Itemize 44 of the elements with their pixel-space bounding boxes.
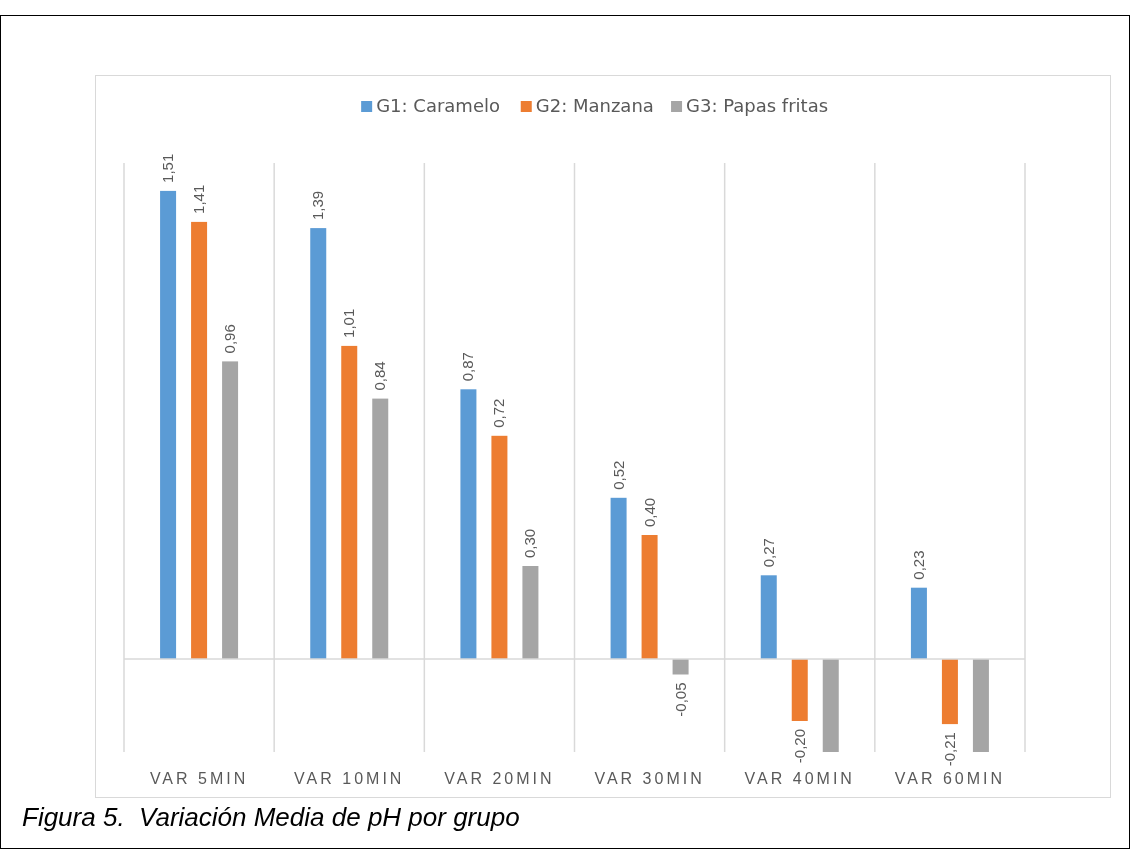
bar xyxy=(160,190,177,659)
bar xyxy=(522,566,539,659)
x-tick-label: VAR 10MIN xyxy=(294,770,405,787)
bar xyxy=(191,221,208,659)
data-label: 0,52 xyxy=(609,460,627,490)
bar xyxy=(672,659,689,675)
data-label: 0,87 xyxy=(459,352,477,382)
bar xyxy=(341,345,358,659)
data-label: 1,51 xyxy=(159,153,177,183)
bar xyxy=(222,361,239,659)
bar xyxy=(972,659,989,752)
x-tick-label: VAR 60MIN xyxy=(894,770,1006,787)
bar xyxy=(310,228,327,659)
data-label: 0,96 xyxy=(221,324,239,354)
x-tick-label: VAR 20MIN xyxy=(444,770,555,787)
bar xyxy=(822,659,839,752)
data-label: 0,27 xyxy=(759,538,777,568)
bar xyxy=(372,398,389,659)
bar xyxy=(941,659,958,725)
data-label: 1,39 xyxy=(309,190,327,221)
bar xyxy=(641,535,658,659)
data-label: 0,84 xyxy=(371,361,389,391)
legend-label: G1: Caramelo xyxy=(376,95,500,116)
bar xyxy=(610,497,627,659)
legend-label: G3: Papas fritas xyxy=(686,95,829,116)
bar xyxy=(791,659,808,721)
data-label: 1,41 xyxy=(190,184,208,214)
text: Figura 5. Variación Media de pH por grupo xyxy=(22,802,520,832)
bar xyxy=(460,389,477,659)
data-label: 0,30 xyxy=(521,528,539,558)
data-label: -0,20 xyxy=(790,729,808,764)
data-label: 1,01 xyxy=(340,308,358,338)
legend-label: G2: Manzana xyxy=(535,95,654,116)
data-label: -0,05 xyxy=(671,682,689,717)
data-label: 0,72 xyxy=(490,398,508,428)
bar xyxy=(491,435,508,659)
bar xyxy=(760,575,777,659)
x-tick-label: VAR 30MIN xyxy=(594,770,705,787)
data-label: 0,23 xyxy=(909,550,927,580)
x-tick-label: VAR 5MIN xyxy=(149,770,249,787)
data-label: 0,40 xyxy=(640,497,658,527)
data-label: -0,21 xyxy=(940,732,958,767)
x-tick-label: VAR 40MIN xyxy=(744,770,855,787)
bar xyxy=(910,587,927,659)
